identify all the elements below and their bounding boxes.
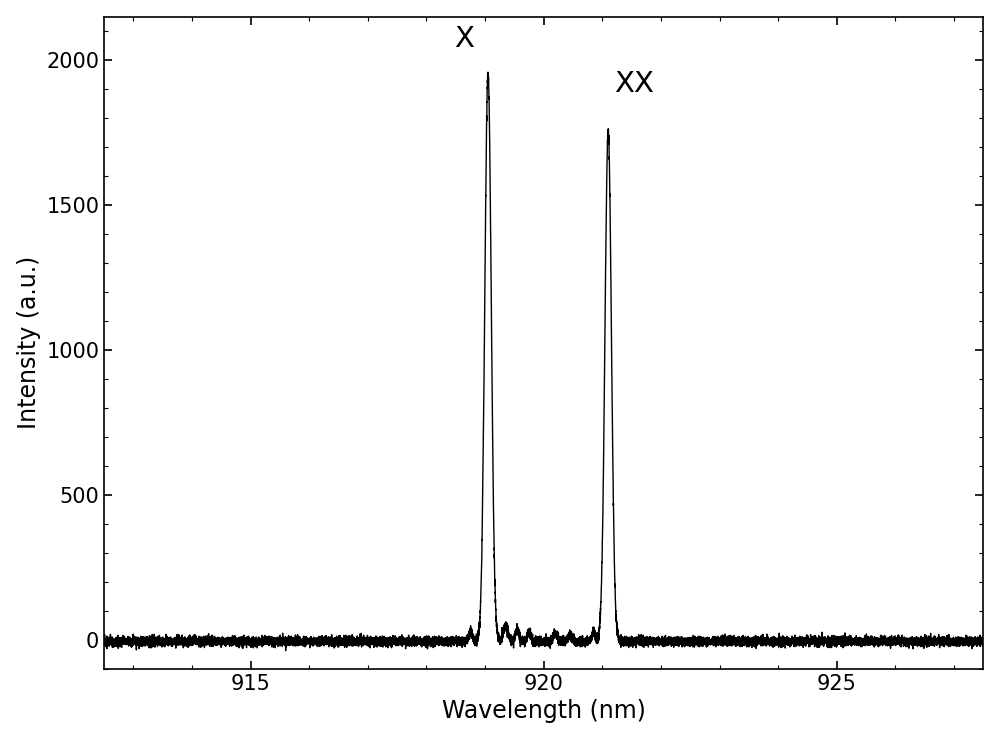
Text: X: X bbox=[455, 25, 475, 53]
Y-axis label: Intensity (a.u.): Intensity (a.u.) bbox=[17, 256, 41, 429]
X-axis label: Wavelength (nm): Wavelength (nm) bbox=[442, 699, 646, 723]
Text: XX: XX bbox=[615, 70, 655, 98]
